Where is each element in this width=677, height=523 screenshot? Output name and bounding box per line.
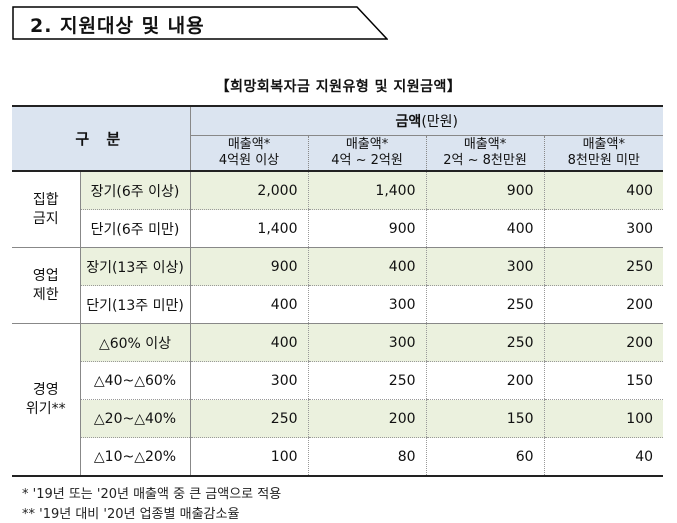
cell-value: 400 bbox=[190, 285, 309, 324]
cell-value: 900 bbox=[425, 171, 545, 210]
header-row-1: 구 분 금액(만원) bbox=[12, 105, 664, 172]
table-row: 단기(13주 미만) 400 300 250 200 bbox=[12, 285, 664, 324]
cell-value: 250 bbox=[425, 323, 545, 362]
footnote-2: ** '19년 대비 '20년 업종별 매출감소율 bbox=[22, 507, 240, 522]
cell-value: 400 bbox=[307, 247, 427, 286]
cell-value: 250 bbox=[425, 285, 545, 324]
section-title-frame bbox=[12, 6, 388, 40]
row-label: 단기(6주 미만) bbox=[80, 209, 191, 248]
header-col-4: 매출액* 8천만원 미만 bbox=[543, 135, 664, 172]
cell-value: 200 bbox=[425, 361, 545, 400]
row-label: 장기(13주 이상) bbox=[80, 247, 191, 286]
cell-value: 300 bbox=[543, 209, 664, 248]
cell-value: 200 bbox=[307, 399, 427, 438]
row-label: △60% 이상 bbox=[80, 323, 191, 362]
header-amount: 금액(만원) bbox=[190, 105, 664, 136]
cell-value: 150 bbox=[425, 399, 545, 438]
cell-value: 100 bbox=[543, 399, 664, 438]
cell-value: 250 bbox=[307, 361, 427, 400]
cell-value: 300 bbox=[307, 285, 427, 324]
cell-value: 100 bbox=[190, 437, 309, 477]
cell-value: 200 bbox=[543, 323, 664, 362]
header-row-2: 매출액* 4억원 이상 매출액* 4억 ~ 2억원 매출액* 2억 ~ 8천만원 매출… bbox=[12, 135, 664, 172]
section-title-box: 2. 지원대상 및 내용 bbox=[12, 6, 388, 40]
cell-value: 900 bbox=[190, 247, 309, 286]
table-title: 【희망회복자금 지원유형 및 지원금액】 bbox=[215, 79, 462, 95]
row-label: △20~△40% bbox=[80, 399, 191, 438]
cell-value: 300 bbox=[190, 361, 309, 400]
cell-value: 150 bbox=[543, 361, 664, 400]
cell-value: 400 bbox=[543, 171, 664, 210]
table-row: 집합 금지 장기(6주 이상) 2,000 1,400 900 400 bbox=[12, 171, 664, 248]
cell-value: 60 bbox=[425, 437, 545, 477]
cell-value: 300 bbox=[425, 247, 545, 286]
header-amount-unit: (만원) bbox=[421, 114, 458, 130]
table-row: 경영 위기** △60% 이상 400 300 250 200 bbox=[12, 323, 664, 477]
table-row: 단기(6주 미만) 1,400 900 400 300 bbox=[12, 209, 664, 248]
header-category: 구 분 bbox=[12, 105, 191, 172]
footnote-1: * '19년 또는 '20년 매출액 중 큰 금액으로 적용 bbox=[22, 487, 282, 502]
cell-value: 250 bbox=[543, 247, 664, 286]
category-business-restriction: 영업 제한 bbox=[12, 247, 81, 324]
cell-value: 400 bbox=[425, 209, 545, 248]
cell-value: 40 bbox=[543, 437, 664, 477]
cell-value: 2,000 bbox=[190, 171, 309, 210]
cell-value: 250 bbox=[190, 399, 309, 438]
header-col-2: 매출액* 4억 ~ 2억원 bbox=[307, 135, 427, 172]
table-row: △10~△20% 100 80 60 40 bbox=[12, 437, 664, 477]
row-label: △40~△60% bbox=[80, 361, 191, 400]
row-label: △10~△20% bbox=[80, 437, 191, 477]
table-row: △40~△60% 300 250 200 150 bbox=[12, 361, 664, 400]
cell-value: 80 bbox=[307, 437, 427, 477]
table-row: △20~△40% 250 200 150 100 bbox=[12, 399, 664, 438]
cell-value: 1,400 bbox=[190, 209, 309, 248]
cell-value: 200 bbox=[543, 285, 664, 324]
header-col-3: 매출액* 2억 ~ 8천만원 bbox=[425, 135, 545, 172]
header-amount-label: 금액 bbox=[395, 114, 422, 130]
support-amount-table: 구 분 금액(만원) 매출액* 4억원 이상 매출액* 4억 ~ 2억원 매출액* 2… bbox=[12, 105, 664, 477]
header-col-1: 매출액* 4억원 이상 bbox=[190, 135, 309, 172]
section-title: 2. 지원대상 및 내용 bbox=[30, 15, 205, 37]
table-row: 영업 제한 장기(13주 이상) 900 400 300 250 bbox=[12, 247, 664, 324]
cell-value: 1,400 bbox=[307, 171, 427, 210]
category-business-crisis: 경영 위기** bbox=[12, 323, 81, 477]
row-label: 장기(6주 이상) bbox=[80, 171, 191, 210]
cell-value: 300 bbox=[307, 323, 427, 362]
cell-value: 900 bbox=[307, 209, 427, 248]
row-label: 단기(13주 미만) bbox=[80, 285, 191, 324]
category-gathering-ban: 집합 금지 bbox=[12, 171, 81, 248]
cell-value: 400 bbox=[190, 323, 309, 362]
